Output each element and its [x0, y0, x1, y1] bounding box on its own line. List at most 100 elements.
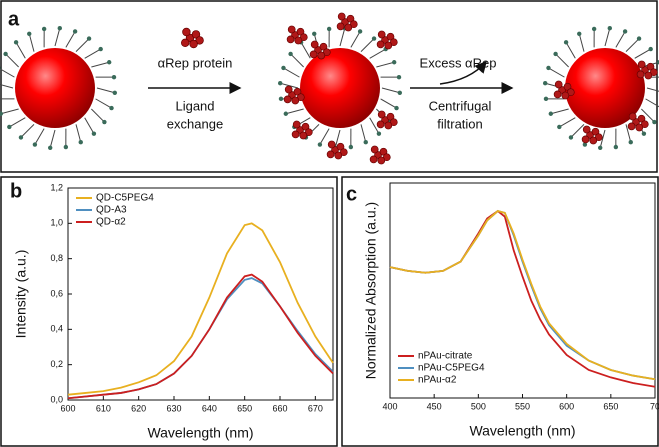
protein-icon [291, 120, 313, 140]
protein-part [561, 91, 570, 100]
protein-part [369, 155, 378, 164]
legend-label: QD-α2 [96, 217, 126, 228]
protein-part [334, 151, 343, 160]
ligand-end [312, 31, 317, 37]
ligand [5, 53, 19, 68]
ligand-end [278, 96, 284, 102]
ligand-end [582, 142, 588, 147]
ligand-end [607, 25, 612, 31]
protein-part [344, 23, 353, 32]
x-tick-label: 550 [515, 401, 530, 411]
protein-part [581, 135, 590, 144]
protein-part [336, 22, 345, 31]
ligand [280, 82, 299, 89]
ligand [550, 108, 569, 115]
protein-icon [180, 27, 204, 49]
ligand [599, 129, 606, 148]
x-tick-label: 70 [650, 401, 659, 411]
ligand [604, 28, 611, 47]
protein-part [310, 40, 319, 49]
protein-part [377, 30, 386, 39]
protein-part [377, 110, 386, 119]
protein-part [554, 80, 563, 89]
ligand [641, 108, 655, 123]
ligand-end [326, 26, 332, 32]
protein-part [286, 35, 295, 44]
legend-label: QD-C5PEG4 [96, 193, 154, 204]
ligand-end [283, 111, 289, 116]
ligand-end [557, 124, 562, 130]
protein-part [377, 156, 386, 165]
protein-part [317, 51, 326, 60]
ligand [285, 108, 304, 115]
protein-part [299, 131, 308, 140]
protein-icon [326, 140, 348, 160]
ligand [28, 33, 35, 52]
y-tick-label: 0,2 [50, 359, 63, 369]
x-tick-label: 600 [60, 403, 75, 413]
ligand [381, 87, 400, 94]
protein-icon [286, 25, 308, 45]
x-tick-label: 650 [603, 401, 618, 411]
protein-part [182, 27, 191, 37]
ligand-end [102, 119, 107, 125]
y-axis-label: Intensity (a.u.) [13, 250, 29, 339]
ligand-end [86, 36, 92, 41]
ligand [625, 124, 632, 143]
ligand [34, 128, 45, 145]
protein-part [291, 130, 300, 139]
ligand [319, 128, 330, 145]
legend-label: nPAu-α2 [418, 375, 457, 386]
data-line [67, 277, 334, 400]
ligand [0, 83, 14, 89]
ligand-end [317, 142, 323, 147]
ligand-end [111, 74, 117, 80]
ligand-end [652, 119, 657, 125]
x-tick-label: 640 [202, 403, 217, 413]
ligand-end [628, 139, 633, 145]
protein-part [309, 50, 318, 59]
ligand [559, 117, 576, 128]
ligand-end [543, 96, 549, 102]
protein-part [326, 150, 335, 159]
ligand-end [568, 135, 574, 140]
protein-part [180, 38, 190, 48]
ligand-end [636, 36, 642, 41]
data-line [67, 222, 334, 396]
ligand-end [641, 131, 647, 136]
step-label: Excess αRep [420, 55, 497, 70]
x-axis-label: Wavelength (nm) [469, 423, 575, 439]
ligand-end [0, 111, 4, 116]
ligand [334, 129, 341, 148]
ligand-end [7, 124, 12, 130]
protein-icon [283, 85, 305, 105]
ligand-end [3, 51, 8, 57]
ligand [350, 31, 361, 48]
ligand-end [109, 105, 114, 111]
ligand-end [648, 46, 653, 52]
x-tick-label: 650 [237, 403, 252, 413]
protein-part [384, 41, 393, 50]
ligand-end [106, 60, 112, 65]
ligand [54, 28, 61, 47]
ligand [290, 53, 304, 68]
ligand-end [376, 131, 382, 136]
panel-c-frame [341, 176, 659, 447]
ligand-end [98, 46, 103, 52]
y-axis-label: Normalized Absorption (a.u.) [363, 202, 379, 379]
ligand-end [598, 145, 603, 151]
ligand-end [0, 66, 1, 70]
x-axis-label: Wavelength (nm) [147, 425, 253, 441]
protein-part [376, 40, 385, 49]
ligand-end [18, 135, 24, 140]
protein-part [644, 71, 653, 80]
x-tick-label: 620 [131, 403, 146, 413]
step-label: αRep protein [158, 55, 233, 70]
ligand-end [371, 36, 377, 41]
ligand [300, 42, 311, 59]
protein-part [327, 140, 336, 149]
protein-icon [309, 40, 331, 60]
ligand [369, 48, 386, 59]
y-tick-label: 1,2 [50, 182, 63, 192]
